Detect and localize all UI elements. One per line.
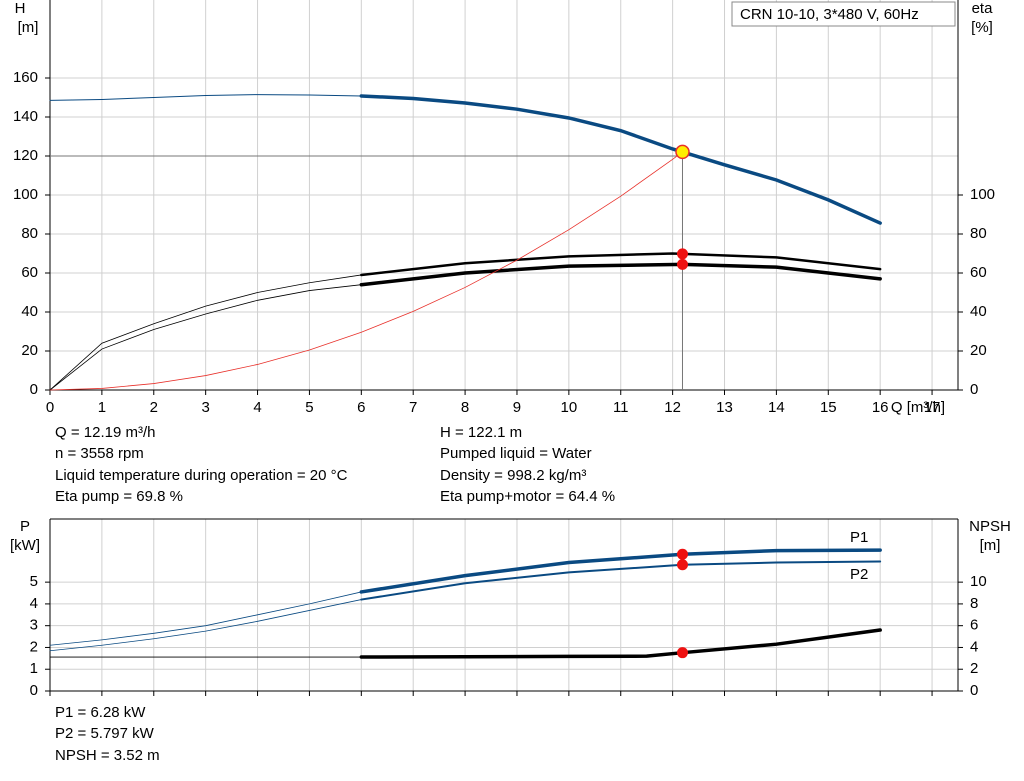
y2-tick-label: 4 xyxy=(970,638,978,655)
legend-label: P2 xyxy=(850,566,868,583)
x-tick-label: 9 xyxy=(513,399,521,416)
info-text: Pumped liquid = Water xyxy=(440,445,592,462)
info-text: NPSH = 3.52 m xyxy=(55,747,160,764)
y-tick-label: 120 xyxy=(13,147,38,164)
y-axis-label: P xyxy=(20,518,30,535)
y-tick-label: 0 xyxy=(30,682,38,699)
curve xyxy=(359,94,882,225)
x-tick-label: 15 xyxy=(820,399,837,416)
info-text: P1 = 6.28 kW xyxy=(55,704,146,721)
y2-tick-label: 0 xyxy=(970,381,978,398)
y2-tick-label: 10 xyxy=(970,573,987,590)
x-tick-label: 16 xyxy=(872,399,889,416)
y-tick-label: 160 xyxy=(13,69,38,86)
operating-point xyxy=(676,559,688,571)
curve xyxy=(359,262,882,287)
curve xyxy=(359,548,882,594)
y2-tick-label: 40 xyxy=(970,303,987,320)
operating-point xyxy=(676,548,688,560)
y-tick-label: 140 xyxy=(13,108,38,125)
info-text: Q = 12.19 m³/h xyxy=(55,424,155,441)
x-tick-label: 12 xyxy=(664,399,681,416)
y-tick-label: 60 xyxy=(21,264,38,281)
y-tick-label: 100 xyxy=(13,186,38,203)
title-box xyxy=(731,1,956,27)
y2-tick-label: 0 xyxy=(970,682,978,699)
y-tick-label: 2 xyxy=(30,638,38,655)
chart-title: CRN 10-10, 3*480 V, 60Hz xyxy=(740,6,919,23)
y-tick-label: 1 xyxy=(30,660,38,677)
info-text: H = 122.1 m xyxy=(440,424,522,441)
y2-axis-label: [m] xyxy=(980,537,1001,554)
curve xyxy=(360,560,882,601)
curve xyxy=(359,628,882,659)
x-tick-label: 5 xyxy=(305,399,313,416)
curve xyxy=(49,599,362,652)
operating-point xyxy=(675,144,690,160)
curve xyxy=(49,284,362,391)
curve xyxy=(49,591,362,646)
y-tick-label: 0 xyxy=(30,381,38,398)
x-tick-label: 7 xyxy=(409,399,417,416)
x-tick-label: 14 xyxy=(768,399,785,416)
x-tick-label: 13 xyxy=(716,399,733,416)
curve xyxy=(49,274,362,391)
x-tick-label: 8 xyxy=(461,399,469,416)
operating-point xyxy=(676,248,688,260)
y2-axis-label: NPSH xyxy=(969,518,1011,535)
x-tick-label: 2 xyxy=(150,399,158,416)
legend-label: P1 xyxy=(850,529,868,546)
y2-tick-label: 6 xyxy=(970,617,978,634)
y-axis-label: [kW] xyxy=(10,537,40,554)
y-axis-label: H xyxy=(15,0,26,17)
y-tick-label: 40 xyxy=(21,303,38,320)
x-tick-label: 1 xyxy=(98,399,106,416)
x-tick-label: 17 xyxy=(924,399,941,416)
info-text: n = 3558 rpm xyxy=(55,445,144,462)
y-tick-label: 3 xyxy=(30,617,38,634)
info-text: P2 = 5.797 kW xyxy=(55,725,155,742)
y2-axis-label: [%] xyxy=(971,19,993,36)
x-tick-label: 6 xyxy=(357,399,365,416)
y-tick-label: 20 xyxy=(21,342,38,359)
curve xyxy=(360,252,882,277)
x-tick-label: 0 xyxy=(46,399,54,416)
operating-point xyxy=(676,258,688,270)
y2-axis-label: eta xyxy=(972,0,994,17)
x-tick-label: 3 xyxy=(201,399,209,416)
chart-panel: 0 1 2 3 4 5 0 2 4 6 8 10 P [kW] NPSH [m] P1 P2 P1 = 6.28 k… xyxy=(10,518,1011,764)
y2-tick-label: 60 xyxy=(970,264,987,281)
info-text: Liquid temperature during operation = 20… xyxy=(55,467,348,484)
x-tick-label: 4 xyxy=(253,399,261,416)
x-axis-label: Q [m³/h] xyxy=(891,399,945,416)
info-text: Eta pump+motor = 64.4 % xyxy=(440,488,615,505)
info-text: Eta pump = 69.8 % xyxy=(55,488,183,505)
y2-tick-label: 20 xyxy=(970,342,987,359)
x-tick-label: 11 xyxy=(613,399,629,416)
y2-tick-label: 80 xyxy=(970,225,987,242)
chart-panel: 0 1 2 3 4 5 6 7 8 9 10 11 12 13 14 15 16 1702040608010012… xyxy=(13,0,995,505)
y2-tick-label: 8 xyxy=(970,595,978,612)
y-axis-label: [m] xyxy=(18,19,39,36)
y2-tick-label: 100 xyxy=(970,186,995,203)
y-tick-label: 4 xyxy=(30,595,38,612)
curve xyxy=(49,94,362,101)
curve xyxy=(49,151,683,391)
info-text: Density = 998.2 kg/m³ xyxy=(440,467,586,484)
y2-tick-label: 2 xyxy=(970,660,978,677)
operating-point xyxy=(676,647,688,659)
x-tick-label: 10 xyxy=(561,399,578,416)
y-tick-label: 5 xyxy=(30,573,38,590)
y-tick-label: 80 xyxy=(21,225,38,242)
